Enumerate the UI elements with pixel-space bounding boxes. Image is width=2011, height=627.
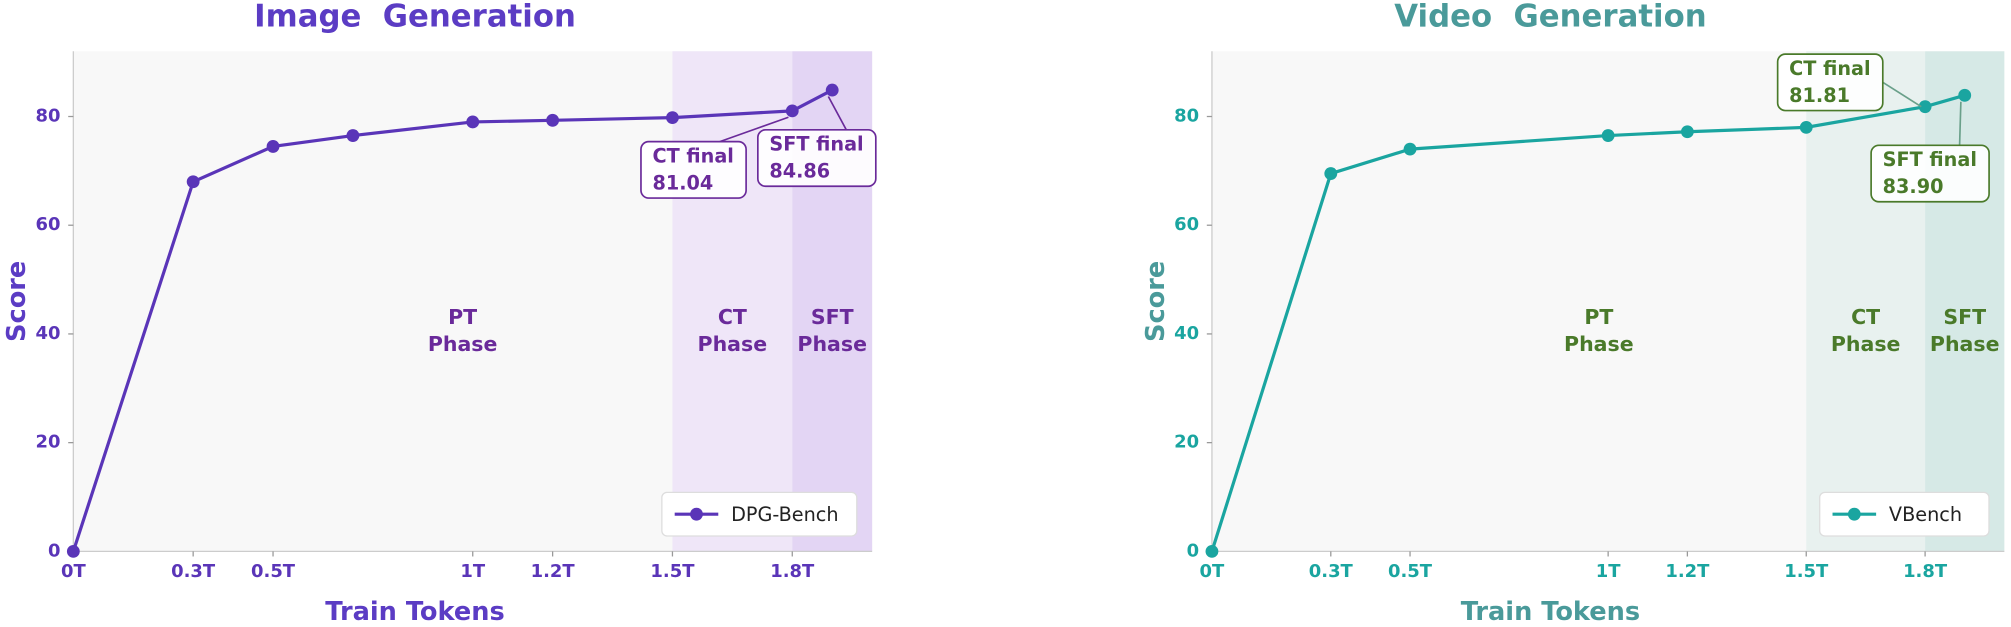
phase-label: PT (1584, 305, 1613, 329)
y-axis-label: Score (1141, 261, 1171, 342)
data-point (346, 129, 360, 142)
annotation-box (1776, 53, 1884, 112)
annotation-arrow (719, 116, 789, 143)
y-tick-label: 20 (1174, 432, 1199, 453)
annotation-arrow (1958, 101, 1962, 146)
phase-label: CT (1851, 305, 1880, 329)
y-tick-label: 60 (1174, 214, 1199, 235)
chart-title: Video Generation (1394, 0, 1706, 34)
phase-label: Phase (428, 332, 498, 356)
annotation-arrow (827, 96, 848, 131)
y-tick-label: 20 (36, 432, 61, 453)
annotation-text: CT final (1789, 57, 1870, 80)
phase-region (792, 51, 873, 552)
legend-label: VBench (1889, 503, 1962, 526)
y-tick-label: 80 (36, 106, 61, 127)
x-tick-label: 0T (61, 561, 86, 582)
x-tick-label: 0.3T (171, 561, 216, 582)
phase-region (672, 51, 793, 552)
annotation-box (1870, 144, 1990, 203)
data-point (1799, 120, 1813, 134)
data-point (466, 115, 480, 129)
annotation-box (640, 140, 747, 199)
chart-title: Image Generation (254, 0, 576, 34)
data-point (825, 83, 839, 97)
data-point (666, 111, 679, 125)
legend-marker (690, 507, 703, 521)
phase-label: CT (718, 305, 747, 329)
x-tick-label: 0.5T (251, 561, 296, 582)
annotation-value: 84.86 (769, 160, 830, 183)
annotation-text: CT final (653, 145, 734, 168)
legend-marker (1847, 507, 1861, 521)
legend-label: DPG-Bench (731, 503, 838, 526)
phase-label: Phase (1831, 332, 1901, 356)
y-tick-label: 0 (48, 540, 60, 561)
phase-label: SFT (1943, 305, 1986, 329)
phase-label: Phase (797, 332, 867, 356)
x-axis-label: Train Tokens (1461, 597, 1640, 627)
y-tick-label: 40 (1174, 323, 1199, 344)
phase-label: Phase (698, 332, 768, 356)
data-point (1958, 88, 1972, 102)
annotation-box (757, 129, 877, 188)
phase-region (1806, 51, 1926, 552)
y-axis-label: Score (2, 261, 32, 342)
x-tick-label: 1.5T (650, 561, 695, 582)
data-point (1205, 544, 1219, 558)
x-tick-label: 0T (1200, 561, 1225, 582)
annotation-value: 81.04 (653, 171, 714, 194)
annotation-text: SFT final (769, 133, 863, 156)
annotation-value: 81.81 (1789, 84, 1850, 107)
x-tick-label: 0.5T (1388, 561, 1433, 582)
annotation-arrow (1882, 81, 1922, 108)
y-tick-label: 80 (1174, 106, 1199, 127)
data-point (266, 139, 280, 153)
phase-label: Phase (1564, 332, 1634, 356)
phase-region (1925, 51, 2005, 552)
x-axis-label: Train Tokens (325, 597, 504, 627)
y-tick-label: 60 (36, 214, 61, 235)
x-tick-label: 1.8T (770, 561, 815, 582)
x-tick-label: 1.5T (1784, 561, 1829, 582)
data-point (1918, 100, 1932, 114)
x-tick-label: 1.2T (1665, 561, 1710, 582)
data-point (1680, 125, 1694, 139)
data-point (1403, 142, 1417, 156)
data-point (66, 544, 80, 558)
x-tick-label: 1T (460, 561, 485, 582)
y-tick-label: 40 (36, 323, 61, 344)
x-tick-label: 0.3T (1309, 561, 1354, 582)
y-tick-label: 0 (1187, 540, 1199, 561)
x-tick-label: 1T (1596, 561, 1621, 582)
data-point (186, 175, 200, 189)
annotation-value: 83.90 (1883, 175, 1944, 198)
x-tick-label: 1.2T (531, 561, 576, 582)
series-line (1210, 93, 1966, 552)
phase-label: SFT (811, 305, 854, 329)
phase-label: Phase (1930, 332, 2000, 356)
data-point (1601, 129, 1615, 142)
data-point (1324, 167, 1338, 180)
data-point (785, 104, 799, 118)
legend-box (1819, 491, 1990, 537)
phase-label: PT (448, 305, 477, 329)
annotation-text: SFT final (1883, 148, 1977, 171)
legend-box (661, 491, 858, 537)
x-tick-label: 1.8T (1903, 561, 1948, 582)
data-point (546, 113, 560, 127)
